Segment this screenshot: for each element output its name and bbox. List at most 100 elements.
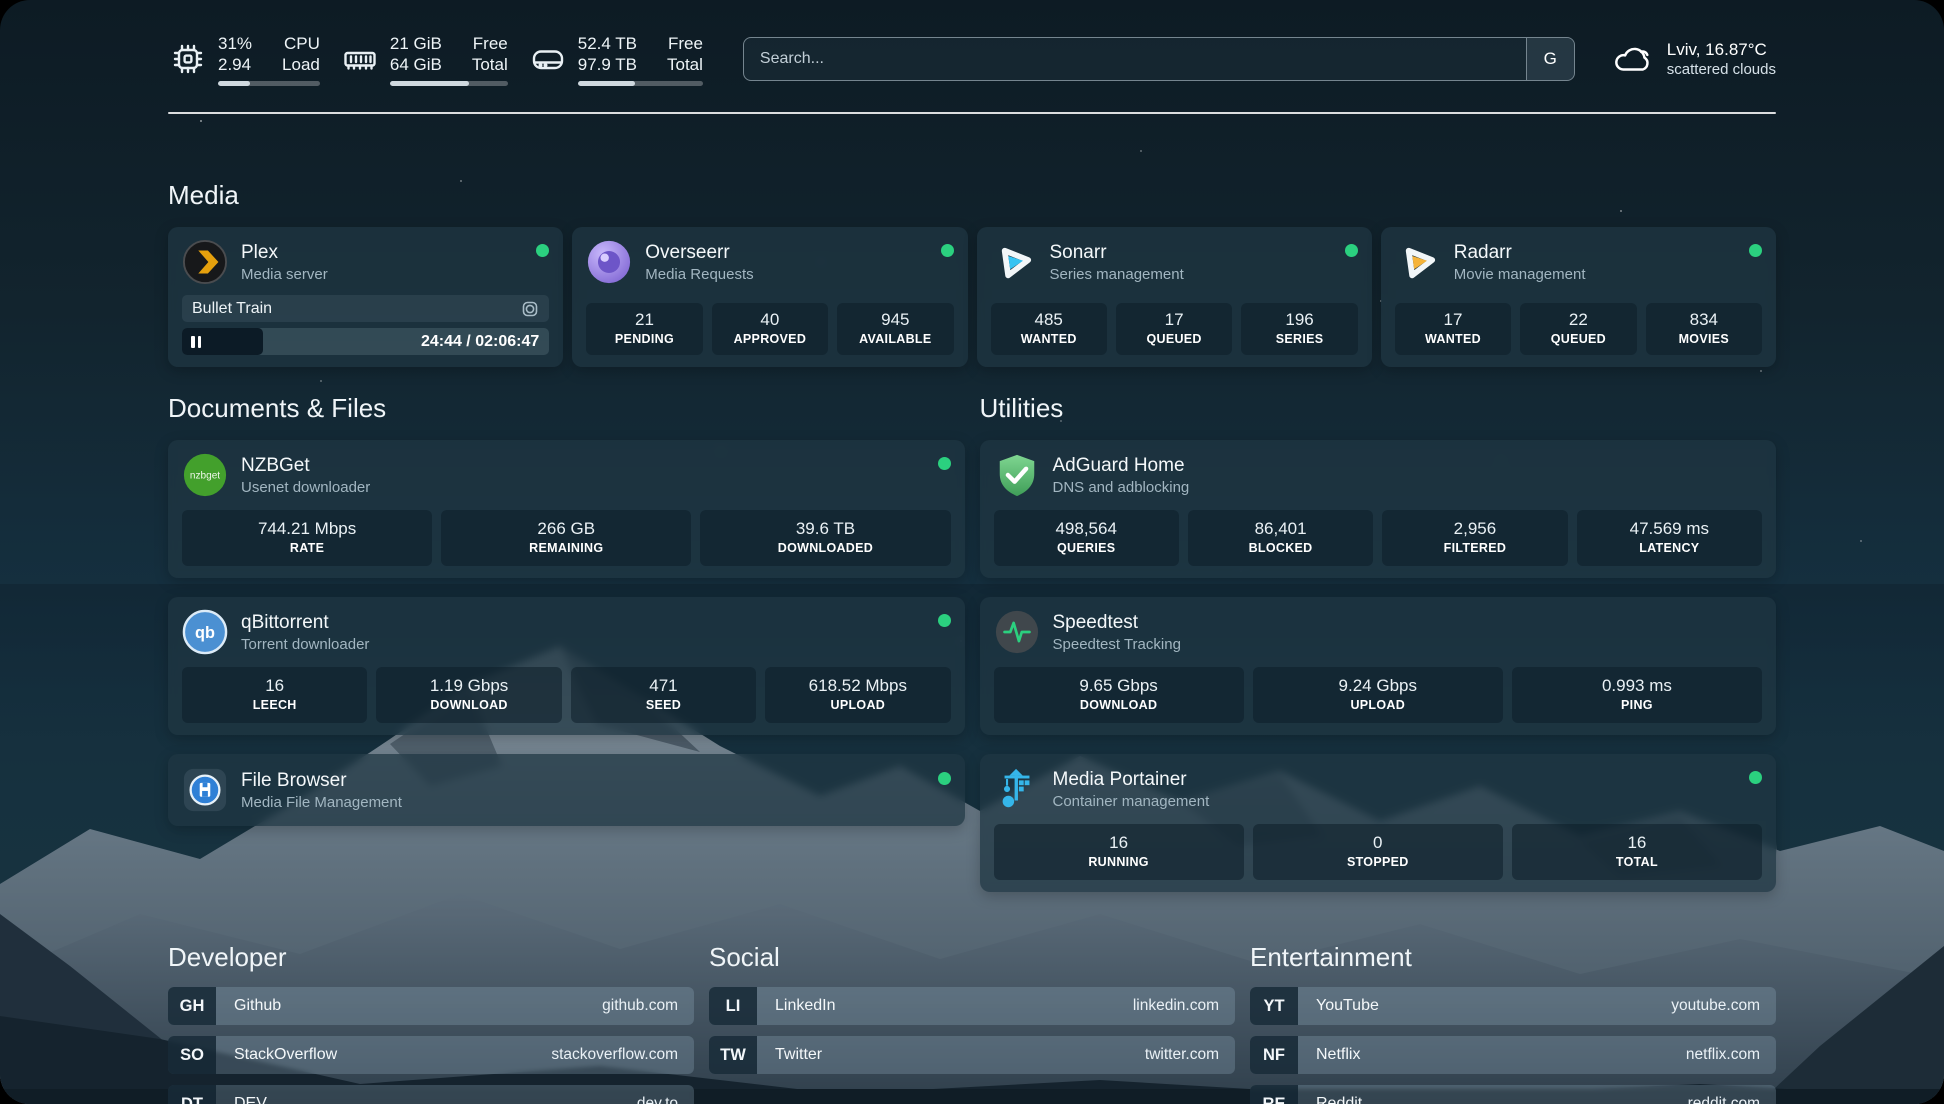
- disk-total-label: Total: [667, 54, 703, 75]
- svg-text:qb: qb: [195, 624, 215, 642]
- stat-tile: 744.21 Mbps RATE: [182, 510, 432, 566]
- stat-tile: 86,401 BLOCKED: [1188, 510, 1373, 566]
- app-subtitle: Torrent downloader: [241, 635, 369, 654]
- memory-progress: [390, 81, 508, 86]
- top-bar: 31% 2.94 CPU Load: [168, 28, 1776, 90]
- cpu-usage: 31%: [218, 33, 252, 54]
- plex-icon: [182, 239, 228, 285]
- media-grid: Plex Media server Bullet Train: [168, 227, 1776, 367]
- bookmark-github[interactable]: GH Github github.com: [168, 987, 694, 1025]
- app-subtitle: Media Requests: [645, 265, 753, 284]
- search-bar: G: [743, 37, 1575, 81]
- status-dot: [938, 457, 951, 470]
- memory-stat: 21 GiB 64 GiB Free Total: [340, 33, 508, 86]
- bookmark-dev[interactable]: DT DEV dev.to: [168, 1085, 694, 1104]
- weather-location-temp: Lviv, 16.87°C: [1667, 39, 1776, 60]
- header-divider: [168, 112, 1776, 114]
- bookmark-stackoverflow[interactable]: SO StackOverflow stackoverflow.com: [168, 1036, 694, 1074]
- stat-tile: 945 AVAILABLE: [837, 303, 953, 355]
- card-adguard[interactable]: AdGuard Home DNS and adblocking 498,564 …: [980, 440, 1777, 578]
- now-playing-title: Bullet Train: [192, 300, 272, 318]
- playback-time: 24:44 / 02:06:47: [421, 333, 539, 351]
- bookmark-abbr: GH: [168, 987, 216, 1025]
- status-dot: [938, 614, 951, 627]
- app-title: Media Portainer: [1053, 768, 1210, 792]
- app-subtitle: DNS and adblocking: [1053, 478, 1190, 497]
- stat-tile: 17 WANTED: [1395, 303, 1511, 355]
- bookmark-reddit[interactable]: RE Reddit reddit.com: [1250, 1085, 1776, 1104]
- stat-tile: 22 QUEUED: [1520, 303, 1636, 355]
- card-portainer[interactable]: Media Portainer Container management 16 …: [980, 754, 1777, 892]
- card-filebrowser[interactable]: File Browser Media File Management: [168, 754, 965, 826]
- stat-tile: 39.6 TB DOWNLOADED: [700, 510, 950, 566]
- stat-tile: 47.569 ms LATENCY: [1577, 510, 1762, 566]
- app-title: AdGuard Home: [1053, 454, 1190, 478]
- stat-tile: 471 SEED: [571, 667, 756, 723]
- card-overseerr[interactable]: Overseerr Media Requests 21 PENDING 40: [572, 227, 967, 367]
- search-input[interactable]: [744, 38, 1526, 80]
- app-title: Sonarr: [1050, 241, 1184, 265]
- search-engine-button[interactable]: G: [1526, 38, 1574, 80]
- stat-tile: 0 STOPPED: [1253, 824, 1503, 880]
- stat-tile: 2,956 FILTERED: [1382, 510, 1567, 566]
- bookmark-abbr: RE: [1250, 1085, 1298, 1104]
- stat-tile: 1.19 Gbps DOWNLOAD: [376, 667, 561, 723]
- stat-tile: 40 APPROVED: [712, 303, 828, 355]
- bookmark-abbr: LI: [709, 987, 757, 1025]
- stat-tile: 17 QUEUED: [1116, 303, 1232, 355]
- bookmark-abbr: NF: [1250, 1036, 1298, 1074]
- stat-tile: 266 GB REMAINING: [441, 510, 691, 566]
- app-title: Plex: [241, 241, 328, 265]
- app-title: NZBGet: [241, 454, 370, 478]
- stat-tile: 16 RUNNING: [994, 824, 1244, 880]
- bookmark-linkedin[interactable]: LI LinkedIn linkedin.com: [709, 987, 1235, 1025]
- status-dot: [1749, 771, 1762, 784]
- status-dot: [938, 772, 951, 785]
- radarr-icon: [1395, 239, 1441, 285]
- bookmark-youtube[interactable]: YT YouTube youtube.com: [1250, 987, 1776, 1025]
- bookmark-name: Github: [216, 987, 602, 1025]
- app-subtitle: Usenet downloader: [241, 478, 370, 497]
- card-radarr[interactable]: Radarr Movie management 17 WANTED 22: [1381, 227, 1776, 367]
- disk-progress: [578, 81, 703, 86]
- app-title: Radarr: [1454, 241, 1586, 265]
- stat-tile: 9.65 Gbps DOWNLOAD: [994, 667, 1244, 723]
- stat-tile: 0.993 ms PING: [1512, 667, 1762, 723]
- bookmark-abbr: SO: [168, 1036, 216, 1074]
- app-title: Overseerr: [645, 241, 753, 265]
- bookmark-name: LinkedIn: [757, 987, 1133, 1025]
- bookmark-name: Reddit: [1298, 1085, 1688, 1104]
- app-subtitle: Media File Management: [241, 793, 402, 812]
- bookmark-netflix[interactable]: NF Netflix netflix.com: [1250, 1036, 1776, 1074]
- disk-stat: 52.4 TB 97.9 TB Free Total: [528, 33, 703, 86]
- bookmark-abbr: TW: [709, 1036, 757, 1074]
- app-title: Speedtest: [1053, 611, 1181, 635]
- stat-tile: 16 LEECH: [182, 667, 367, 723]
- card-plex[interactable]: Plex Media server Bullet Train: [168, 227, 563, 367]
- cpu-load-label: Load: [282, 54, 320, 75]
- bookmark-url: linkedin.com: [1133, 987, 1235, 1025]
- card-sonarr[interactable]: Sonarr Series management 485 WANTED 17: [977, 227, 1372, 367]
- card-nzbget[interactable]: nzbget NZBGet Usenet downloader 744.21: [168, 440, 965, 578]
- app-subtitle: Movie management: [1454, 265, 1586, 284]
- stat-tile: 498,564 QUERIES: [994, 510, 1179, 566]
- weather-widget[interactable]: Lviv, 16.87°C scattered clouds: [1611, 39, 1776, 79]
- pause-button[interactable]: [182, 328, 263, 355]
- card-qbittorrent[interactable]: qb qBittorrent Torrent downloader 16: [168, 597, 965, 735]
- bookmark-url: stackoverflow.com: [551, 1036, 694, 1074]
- bookmark-name: StackOverflow: [216, 1036, 551, 1074]
- bookmark-group-social: Social LI LinkedIn linkedin.com TW Twitt…: [709, 942, 1235, 1104]
- app-subtitle: Media server: [241, 265, 328, 284]
- status-dot: [1345, 244, 1358, 257]
- cpu-progress: [218, 81, 320, 86]
- card-speedtest[interactable]: Speedtest Speedtest Tracking 9.65 Gbps D…: [980, 597, 1777, 735]
- playback-progress[interactable]: 24:44 / 02:06:47: [182, 328, 549, 355]
- system-stats: 31% 2.94 CPU Load: [168, 33, 703, 86]
- nzbget-icon: nzbget: [182, 452, 228, 498]
- bookmark-twitter[interactable]: TW Twitter twitter.com: [709, 1036, 1235, 1074]
- memory-total: 64 GiB: [390, 54, 442, 75]
- stat-tile: 9.24 Gbps UPLOAD: [1253, 667, 1503, 723]
- overseerr-icon: [586, 239, 632, 285]
- cpu-load: 2.94: [218, 54, 252, 75]
- stat-tile: 21 PENDING: [586, 303, 702, 355]
